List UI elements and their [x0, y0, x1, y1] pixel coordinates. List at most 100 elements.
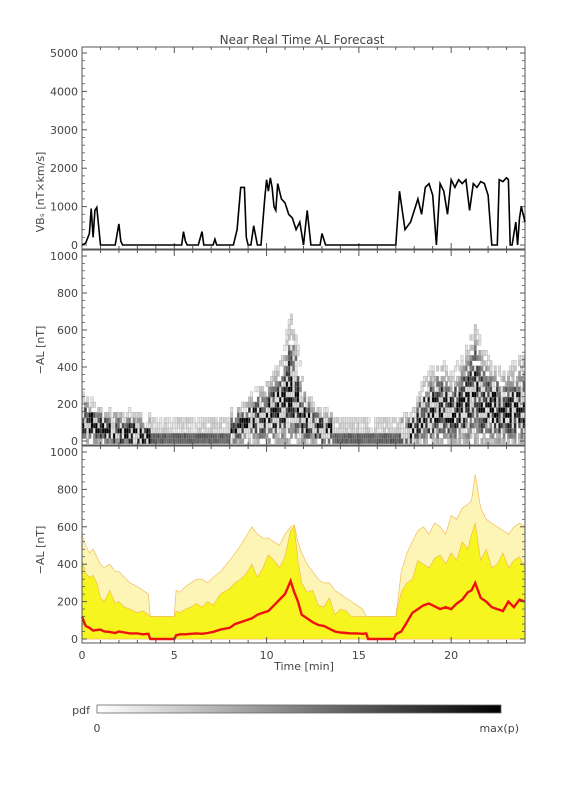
- pdf-cell: [141, 422, 145, 429]
- pdf-cell: [383, 427, 386, 434]
- pdf-cell: [520, 365, 524, 372]
- pdf-cell: [473, 334, 477, 341]
- pdf-cell: [283, 427, 287, 434]
- pdf-cell: [92, 401, 96, 408]
- pdf-cell: [502, 391, 506, 398]
- pdf-cell: [309, 396, 313, 403]
- pdf-cell: [436, 375, 440, 382]
- pdf-cell: [422, 381, 426, 387]
- pdf-ytick-label: 600: [57, 324, 78, 337]
- pdf-cell: [327, 438, 331, 444]
- pdf-cell: [489, 386, 493, 393]
- pdf-cell: [498, 391, 502, 398]
- pdf-cell: [502, 375, 506, 382]
- pdf-cell: [442, 375, 446, 382]
- pdf-cell: [480, 355, 484, 362]
- pdf-cell: [425, 432, 428, 439]
- vbs-ytick-label: 0: [71, 239, 78, 252]
- pdf-cell: [487, 355, 490, 362]
- pdf-ytick-label: 1000: [50, 250, 78, 263]
- pdf-cell: [294, 339, 298, 346]
- pdf-cell: [296, 350, 300, 356]
- pdf-cell: [493, 370, 497, 377]
- pdf-cell: [250, 396, 253, 403]
- pdf-cell: [513, 422, 517, 429]
- pdf-cell: [139, 412, 143, 419]
- pdf-cell: [298, 381, 302, 387]
- pdf-cell: [345, 427, 349, 434]
- pdf-cell: [440, 438, 444, 444]
- pdf-cell: [462, 370, 466, 377]
- pdf-ytick-label: 400: [57, 361, 78, 374]
- pdf-cell: [276, 370, 280, 377]
- pdf-cell: [431, 370, 435, 377]
- pdf-cell: [294, 432, 298, 439]
- pdf-cell: [247, 432, 251, 439]
- pdf-cell: [265, 432, 269, 439]
- bands-ylabel: −AL [nT]: [34, 526, 47, 575]
- pdf-cell: [473, 350, 477, 356]
- colorbar-label: pdf: [72, 704, 91, 717]
- pdf-cell: [194, 422, 198, 429]
- pdf-cell: [121, 412, 125, 419]
- pdf-cell: [484, 350, 488, 356]
- pdf-cell: [108, 407, 112, 413]
- pdf-cell: [469, 360, 473, 367]
- pdf-cell: [283, 432, 287, 439]
- pdf-cell: [276, 432, 280, 439]
- pdf-cell: [190, 422, 194, 429]
- bands-ytick-label: 800: [57, 483, 78, 496]
- pdf-cell: [329, 412, 333, 419]
- pdf-cell: [99, 412, 103, 419]
- pdf-cell: [303, 396, 307, 403]
- pdf-cell: [436, 365, 440, 372]
- pdf-cell: [270, 381, 273, 387]
- bands-ytick-label: 1000: [50, 446, 78, 459]
- pdf-cell: [445, 370, 448, 377]
- vbs-ytick-label: 1000: [50, 201, 78, 214]
- pdf-cell: [487, 417, 490, 424]
- pdf-cell: [323, 438, 327, 444]
- pdf-cell: [230, 417, 234, 424]
- vbs-ytick-label: 4000: [50, 85, 78, 98]
- pdf-cell: [190, 427, 194, 434]
- vbs-plot-frame: [81, 46, 526, 250]
- pdf-cell: [126, 412, 129, 419]
- pdf-cell: [409, 412, 413, 419]
- pdf-cell: [290, 432, 293, 439]
- pdf-cell: [88, 407, 92, 413]
- pdf-cell: [314, 438, 318, 444]
- pdf-cell: [239, 407, 242, 413]
- pdf-cell: [352, 422, 355, 429]
- pdf-cell: [312, 407, 316, 413]
- pdf-cell: [447, 391, 451, 398]
- colorbar-min-label: 0: [94, 722, 101, 735]
- pdf-cell: [263, 391, 267, 398]
- pdf-cell: [292, 329, 296, 336]
- pdf-cell: [285, 417, 289, 424]
- pdf-cell: [274, 375, 278, 382]
- vbs-ylabel: VBₛ [nT×km/s]: [34, 152, 47, 233]
- pdf-cell: [298, 360, 302, 367]
- pdf-cell: [389, 422, 393, 429]
- pdf-cell: [453, 386, 457, 393]
- vbs-ytick-label: 3000: [50, 124, 78, 137]
- pdf-cell: [241, 438, 245, 444]
- pdf-cell: [285, 339, 289, 346]
- pdf-cell: [400, 422, 404, 429]
- pdf-cell: [511, 375, 515, 382]
- pdf-cell: [478, 339, 482, 346]
- pdf-cell: [159, 417, 163, 424]
- pdf-cell: [473, 324, 477, 330]
- pdf-cell: [303, 391, 307, 398]
- vbs-series-line: [81, 176, 526, 246]
- pdf-cell: [511, 370, 515, 377]
- bands-xtick-label: 5: [171, 649, 178, 662]
- pdf-cell: [480, 365, 484, 372]
- pdf-cell: [431, 365, 435, 372]
- pdf-cell: [513, 365, 517, 372]
- pdf-cell: [427, 391, 431, 398]
- pdf-cell: [467, 350, 471, 356]
- pdf-cell: [462, 427, 466, 434]
- pdf-cell: [476, 329, 479, 336]
